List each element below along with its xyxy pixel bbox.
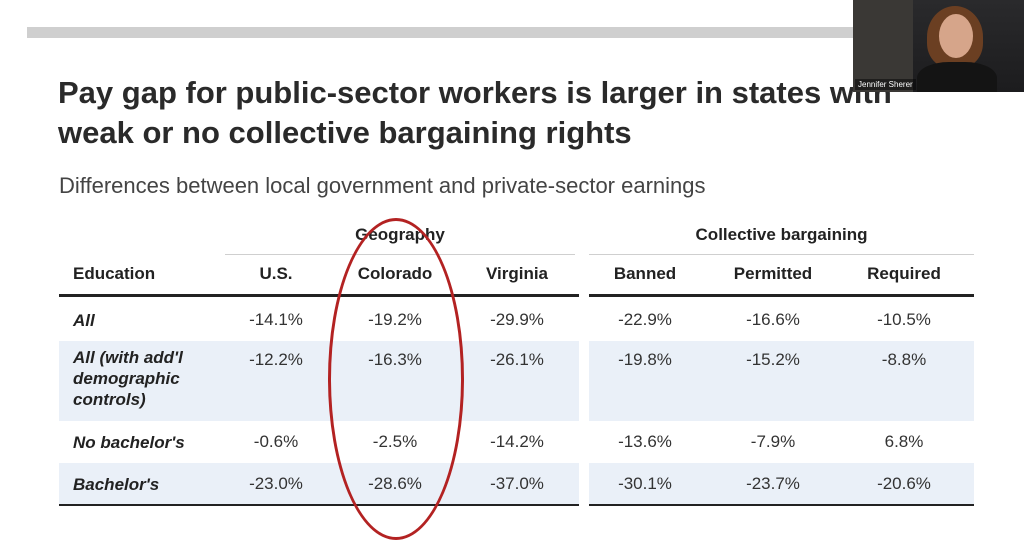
column-header-virginia: Virginia [485,264,549,283]
header-rule-right [589,294,974,297]
cell: -23.0% [249,474,303,493]
cell: -20.6% [877,474,931,493]
slide-subtitle: Differences between local government and… [59,173,706,198]
cell: -0.6% [253,432,299,451]
row-band-2 [59,341,974,421]
cell: -37.0% [490,474,544,493]
column-header-required: Required [867,264,941,283]
slide-title: Pay gap for public-sector workers is lar… [58,73,998,153]
row-label-all-with-controls: All (with add'l demographic controls) [73,348,183,409]
column-header-banned: Banned [613,264,677,283]
slide-top-bar [27,27,853,38]
table-bottom-rule-right [589,504,974,506]
cell: -15.2% [746,350,800,369]
row-label-all: All [73,311,95,330]
cell: -26.1% [490,350,544,369]
cell: -22.9% [618,310,672,329]
column-header-us: U.S. [259,264,293,283]
cell: -14.2% [490,432,544,451]
cell: -8.8% [881,350,927,369]
group-underline-collective-bargaining [589,254,974,255]
cell: -7.9% [750,432,796,451]
cell: -10.5% [877,310,931,329]
cell: -23.7% [746,474,800,493]
row-band-4 [59,463,974,504]
cell: -14.1% [249,310,303,329]
participant-video-tile[interactable]: Jennifer Sherer [853,0,1024,92]
row-label-bachelors: Bachelor's [73,475,160,494]
row-label-no-bachelors: No bachelor's [73,433,185,452]
colorado-highlight-ellipse [328,218,464,540]
participant-name-label: Jennifer Sherer [855,79,916,90]
cell: -16.6% [746,310,800,329]
cell: 6.8% [884,432,924,451]
column-header-permitted: Permitted [733,264,813,283]
pay-gap-table: Geography Collective bargaining Educatio… [59,222,974,512]
header-rule-left [59,294,579,297]
cell: -13.6% [618,432,672,451]
cell: -19.8% [618,350,672,369]
cell: -29.9% [490,310,544,329]
slide-title-line-2: weak or no collective bargaining rights [58,115,632,150]
group-header-collective-bargaining: Collective bargaining [695,225,868,244]
table-bottom-rule-left [59,504,579,506]
slide-title-line-1: Pay gap for public-sector workers is lar… [58,75,892,110]
cell: -30.1% [618,474,672,493]
column-header-education: Education [73,264,156,283]
cell: -12.2% [249,350,303,369]
